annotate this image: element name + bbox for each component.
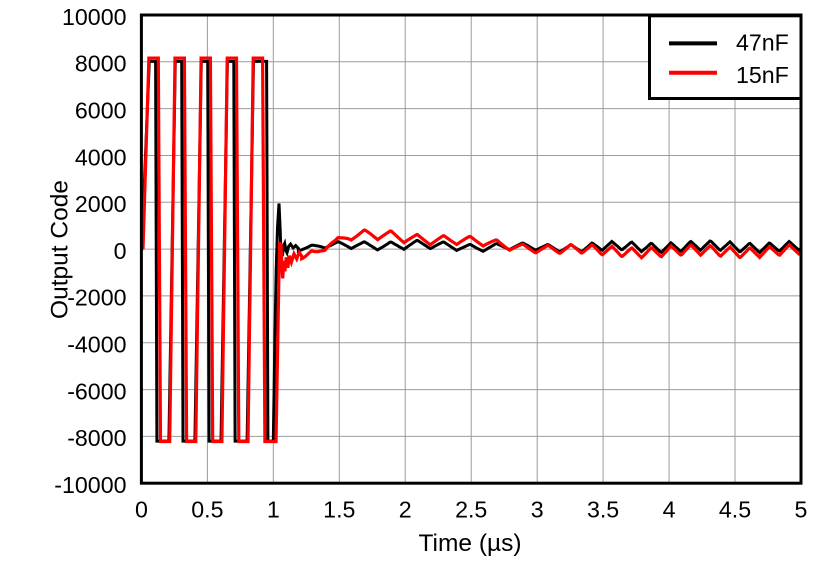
svg-text:-4000: -4000 [67,332,126,358]
svg-text:2.5: 2.5 [455,497,487,523]
svg-text:3.5: 3.5 [587,497,619,523]
svg-text:2: 2 [399,497,412,523]
svg-text:0: 0 [135,497,148,523]
svg-text:1: 1 [267,497,280,523]
svg-text:-10000: -10000 [54,472,126,498]
svg-text:-8000: -8000 [67,425,126,451]
svg-text:4000: 4000 [75,144,127,170]
svg-text:-2000: -2000 [67,285,126,311]
svg-text:0.5: 0.5 [191,497,223,523]
svg-text:4: 4 [663,497,676,523]
svg-text:10000: 10000 [62,4,126,30]
svg-text:47nF: 47nF [736,30,789,56]
svg-text:5: 5 [795,497,808,523]
svg-text:8000: 8000 [75,51,127,77]
svg-text:1.5: 1.5 [323,497,355,523]
svg-text:3: 3 [531,497,544,523]
svg-text:15nF: 15nF [736,62,789,88]
svg-text:Time (µs): Time (µs) [418,530,521,557]
svg-text:4.5: 4.5 [719,497,751,523]
svg-text:2000: 2000 [75,191,127,217]
svg-text:0: 0 [114,238,127,264]
svg-text:Output Code: Output Code [47,180,74,319]
svg-text:-6000: -6000 [67,378,126,404]
svg-text:6000: 6000 [75,97,127,123]
